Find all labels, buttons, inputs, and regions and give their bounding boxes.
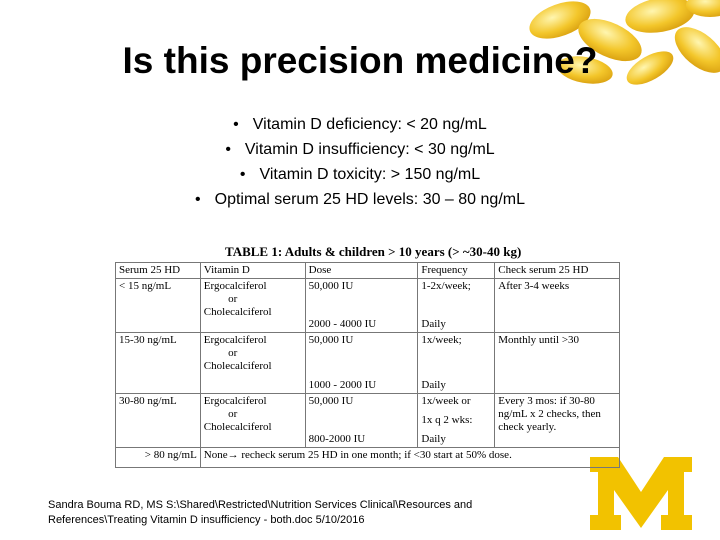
table-cell: 50,000 IU 1000 - 2000 IU — [304, 332, 419, 394]
cell-line: 50,000 IU — [308, 395, 354, 407]
cell-line: Daily — [421, 379, 446, 391]
table-cell: 1x/week; Daily — [417, 332, 496, 394]
cell-line: 1000 - 2000 IU — [308, 379, 377, 391]
table-cell: 50,000 IU 2000 - 4000 IU — [304, 278, 419, 333]
header-cell: Serum 25 HD — [115, 262, 201, 279]
table-cell: 1x/week or 1x q 2 wks: Daily — [417, 393, 496, 448]
table-row: 30-80 ng/mL Ergocalciferol or Cholecalcifer… — [115, 393, 620, 448]
cell-lines: 1x/week or 1x q 2 wks: Daily — [421, 395, 491, 446]
table-cell: Ergocalciferol or Cholecalciferol — [199, 393, 306, 448]
table-cell: Ergocalciferol or Cholecalciferol — [199, 278, 306, 333]
title: Is this precision medicine? — [122, 40, 598, 81]
footer: Sandra Bouma RD, MS S:\Shared\Restricted… — [48, 498, 488, 528]
cell-line: or — [228, 347, 238, 359]
table-cell: 30-80 ng/mL — [115, 393, 201, 448]
cell-line: Cholecalciferol — [203, 306, 272, 318]
table-cell: 15-30 ng/mL — [115, 332, 201, 394]
table-cell: None→ recheck serum 25 HD in one month; … — [199, 447, 621, 468]
cell-line: Cholecalciferol — [203, 360, 272, 372]
table-row: < 15 ng/mL Ergocalciferol or Cholecalcifero… — [115, 278, 620, 333]
bullet: Vitamin D toxicity: > 150 ng/mL — [0, 162, 720, 187]
header-cell: Check serum 25 HD — [494, 262, 620, 279]
logo-m — [590, 457, 692, 530]
table-row: > 80 ng/mL None→ recheck serum 25 HD in o… — [115, 447, 621, 468]
cell-line: 1x/week or — [421, 395, 471, 407]
cell-line: Ergocalciferol — [203, 280, 267, 292]
cell-lines: 50,000 IU 1000 - 2000 IU — [309, 334, 415, 392]
cell-line: 1-2x/week; — [421, 280, 471, 292]
cell-line: 50,000 IU — [308, 334, 354, 346]
bullet: Vitamin D insufficiency: < 30 ng/mL — [0, 137, 720, 162]
table-title: TABLE 1: Adults & children > 10 years (>… — [225, 244, 522, 259]
table-cell: Ergocalciferol or Cholecalciferol — [199, 332, 306, 394]
bullet: Optimal serum 25 HD levels: 30 – 80 ng/m… — [0, 187, 720, 212]
cell-lines: Ergocalciferol or Cholecalciferol — [204, 395, 302, 434]
cell-lines: 50,000 IU 800-2000 IU — [309, 395, 415, 446]
table-cell: Every 3 mos: if 30-80 ng/mL x 2 checks, … — [494, 393, 620, 448]
cell-line: 1x/week; — [421, 334, 462, 346]
cell-lines: Ergocalciferol or Cholecalciferol — [204, 280, 302, 319]
capsules — [529, 0, 720, 85]
cell-line: Ergocalciferol — [203, 395, 267, 407]
dosing-table: Serum 25 HD Vitamin D Dose Frequency Check s… — [115, 262, 621, 468]
table-cell: 50,000 IU 800-2000 IU — [304, 393, 419, 448]
bullet-list: Vitamin D deficiency: < 20 ng/mL Vitamin… — [0, 112, 720, 212]
header-cell: Frequency — [417, 262, 496, 279]
cell-line: Daily — [421, 318, 446, 330]
cell-lines: 50,000 IU 2000 - 4000 IU — [309, 280, 415, 331]
cell-line: Daily — [421, 433, 446, 445]
header-cell: Vitamin D — [199, 262, 306, 279]
bullet: Vitamin D deficiency: < 20 ng/mL — [0, 112, 720, 137]
footer-line: Sandra Bouma RD, MS S:\Shared\Restricted… — [48, 499, 473, 511]
table-cell: 1-2x/week; Daily — [417, 278, 496, 333]
cell-line: Ergocalciferol — [203, 334, 267, 346]
cell-lines: 1-2x/week; Daily — [421, 280, 491, 331]
header-row: Serum 25 HD Vitamin D Dose Frequency Check s… — [115, 262, 620, 279]
cell-line: 800-2000 IU — [308, 433, 366, 445]
cell-lines: Ergocalciferol or Cholecalciferol — [204, 334, 302, 373]
table-row: 15-30 ng/mL Ergocalciferol or Cholecalcifer… — [115, 332, 620, 394]
header-cell: Dose — [304, 262, 419, 279]
footer-line: References\Treating Vitamin D insufficie… — [48, 514, 365, 526]
cell-line: 50,000 IU — [308, 280, 354, 292]
cell-line: Cholecalciferol — [203, 421, 272, 433]
cell-line: or — [228, 408, 238, 420]
table-cell: < 15 ng/mL — [115, 278, 201, 333]
cell-line: 2000 - 4000 IU — [308, 318, 377, 330]
table-cell: > 80 ng/mL — [115, 447, 201, 468]
table-cell: Monthly until >30 — [494, 332, 620, 394]
cell-line: 1x q 2 wks: — [421, 414, 473, 426]
cell-lines: 1x/week; Daily — [421, 334, 491, 392]
cell-line: or — [228, 293, 238, 305]
table-cell: After 3-4 weeks — [494, 278, 620, 333]
